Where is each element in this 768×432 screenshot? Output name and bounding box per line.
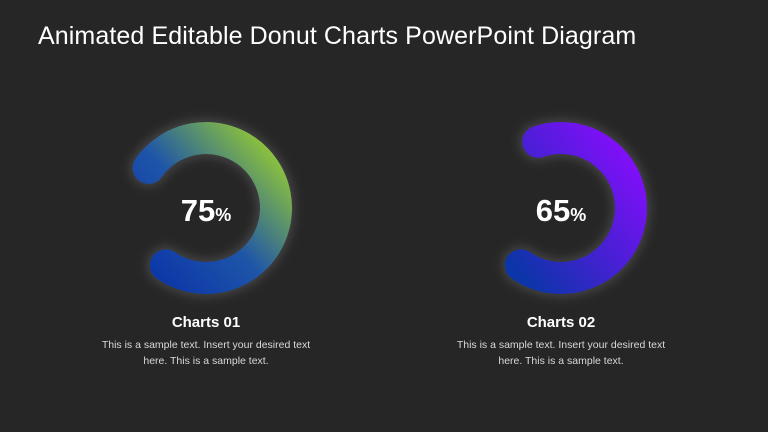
donut-arc: [132, 122, 292, 294]
percent-unit: %: [215, 205, 232, 225]
chart-title: Charts 01: [171, 314, 241, 331]
percent-label: 65%: [441, 193, 681, 229]
donut-ring-02: [501, 119, 650, 297]
donut-graphic: 75%: [86, 118, 326, 308]
percent-value: 75: [180, 193, 216, 228]
donut-ring-01: [129, 119, 295, 297]
percent-value: 65: [535, 193, 571, 228]
donut-chart-01: 75% Charts 01 This is a sample text. Ins…: [86, 118, 326, 367]
percent-unit: %: [570, 205, 587, 225]
donut-arc: [504, 122, 647, 294]
chart-title: Charts 02: [526, 314, 596, 331]
chart-description: This is a sample text. Insert your desir…: [456, 339, 666, 367]
chart-description: This is a sample text. Insert your desir…: [101, 339, 311, 367]
donut-graphic: 65%: [441, 118, 681, 308]
slide-title: Animated Editable Donut Charts PowerPoin…: [38, 22, 637, 50]
donut-chart-02: 65% Charts 02 This is a sample text. Ins…: [441, 118, 681, 367]
percent-label: 75%: [86, 193, 326, 229]
